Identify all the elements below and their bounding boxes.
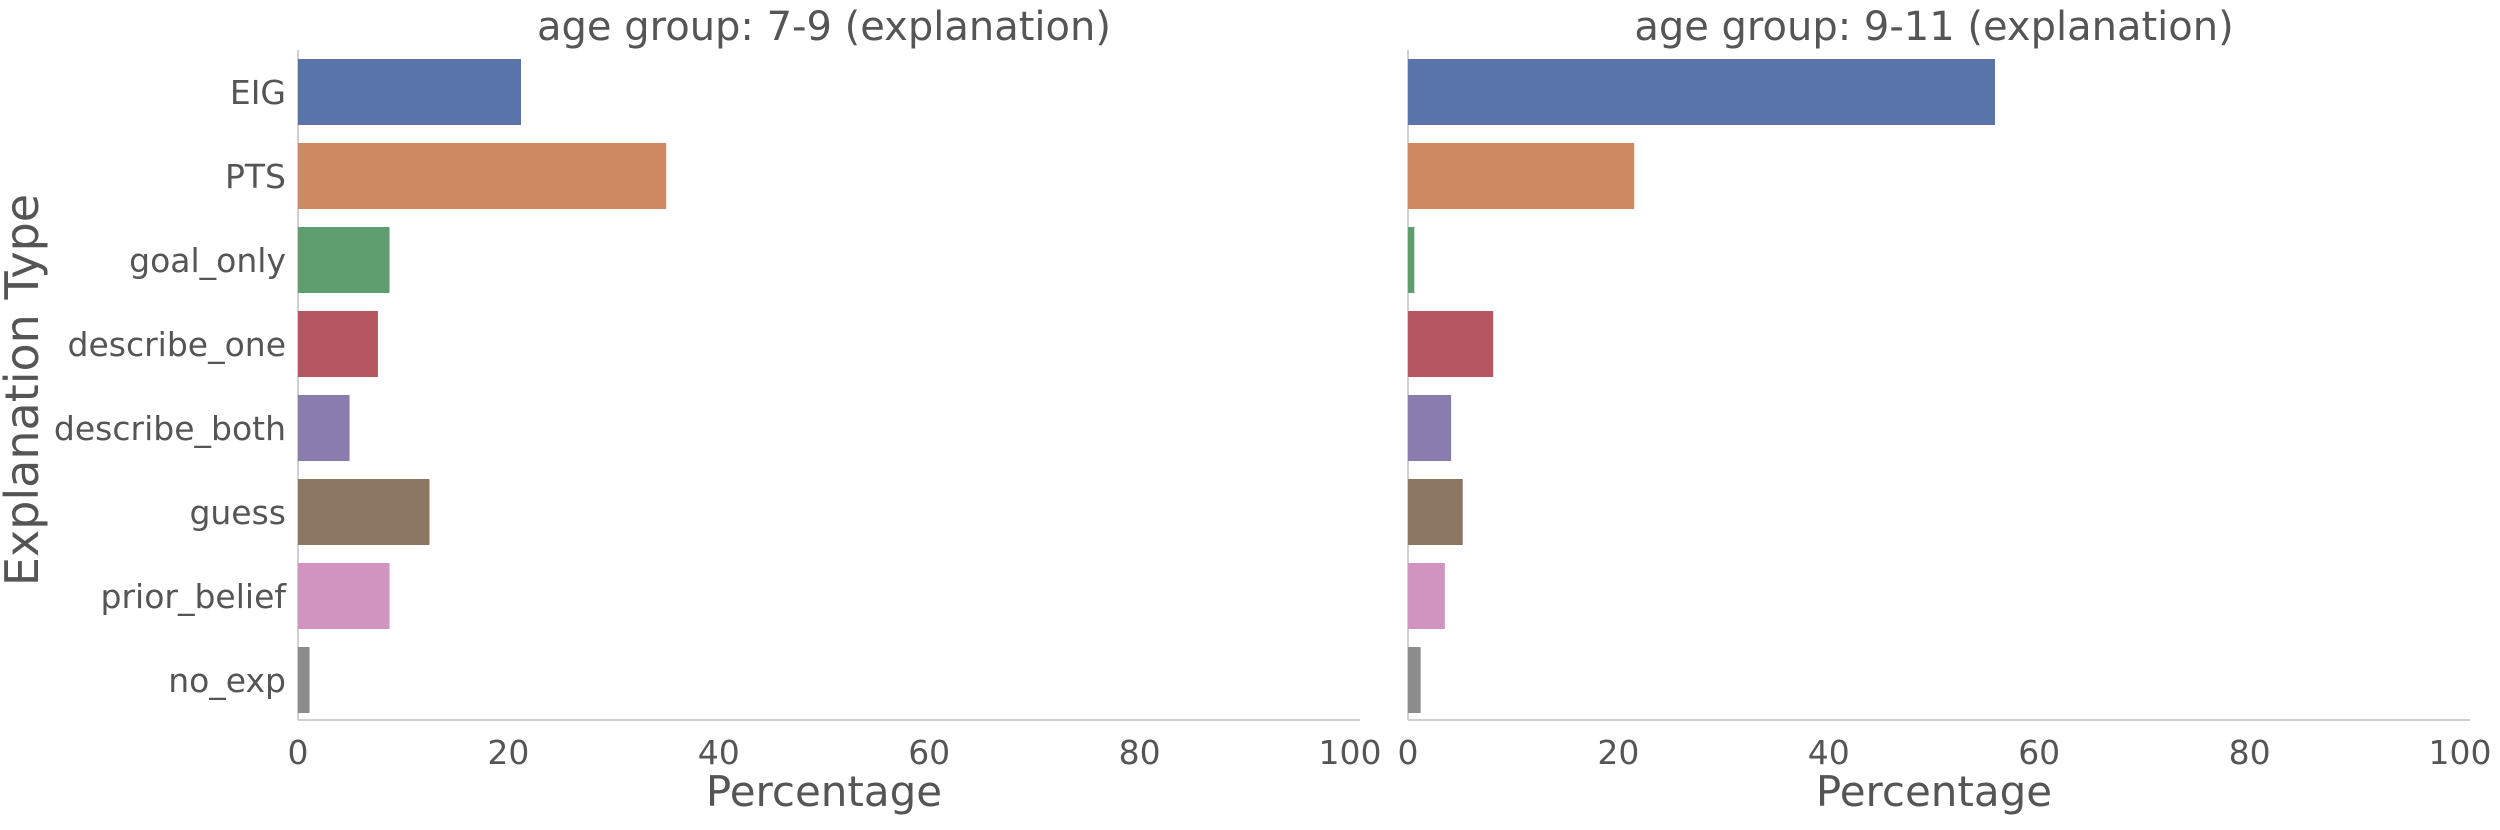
bar-PTS bbox=[1408, 143, 1635, 209]
category-label: no_exp bbox=[168, 661, 286, 700]
y-axis-label: Explanation Type bbox=[0, 194, 49, 586]
category-label: goal_only bbox=[129, 241, 286, 280]
x-tick-label: 20 bbox=[1597, 733, 1639, 772]
category-label: describe_one bbox=[68, 325, 286, 364]
bar-no_exp bbox=[298, 647, 310, 713]
panel-title: age group: 7-9 (explanation) bbox=[537, 4, 1111, 50]
bar-prior_belief bbox=[298, 563, 390, 629]
x-tick-label: 40 bbox=[1808, 733, 1850, 772]
x-tick-label: 80 bbox=[2229, 733, 2271, 772]
bar-describe_one bbox=[298, 311, 378, 377]
panel-2: age group: 9-11 (explanation) 0 20 40 60 80 10… bbox=[1398, 4, 2492, 816]
x-tick-label: 100 bbox=[1319, 733, 1382, 772]
bar-goal_only bbox=[1408, 227, 1415, 293]
x-tick-label: 0 bbox=[288, 733, 309, 772]
bar-describe_both bbox=[298, 395, 350, 461]
panel-title: age group: 9-11 (explanation) bbox=[1634, 4, 2233, 50]
x-tick-label: 60 bbox=[908, 733, 950, 772]
category-label: guess bbox=[189, 493, 286, 532]
x-tick-label: 100 bbox=[2429, 733, 2492, 772]
bar-no_exp bbox=[1408, 647, 1421, 713]
bar-goal_only bbox=[298, 227, 390, 293]
category-label: prior_belief bbox=[101, 577, 288, 616]
category-label: PTS bbox=[225, 157, 286, 196]
category-label: describe_both bbox=[54, 409, 286, 448]
x-axis-label: Percentage bbox=[706, 767, 942, 816]
x-tick-label: 80 bbox=[1119, 733, 1161, 772]
bar-EIG bbox=[1408, 59, 1996, 125]
bar-describe_one bbox=[1408, 311, 1494, 377]
bar-PTS bbox=[298, 143, 667, 209]
bar-describe_both bbox=[1408, 395, 1452, 461]
x-axis-label: Percentage bbox=[1816, 767, 2052, 816]
x-tick-label: 20 bbox=[487, 733, 529, 772]
x-tick-label: 60 bbox=[2018, 733, 2060, 772]
category-label: EIG bbox=[230, 73, 286, 112]
bar-EIG bbox=[298, 59, 522, 125]
x-tick-label: 0 bbox=[1398, 733, 1419, 772]
bar-prior_belief bbox=[1408, 563, 1445, 629]
panel-1: age group: 7-9 (explanation) EIG PTS goal_o… bbox=[54, 4, 1382, 816]
x-tick-label: 40 bbox=[698, 733, 740, 772]
bar-guess bbox=[298, 479, 430, 545]
bar-guess bbox=[1408, 479, 1463, 545]
